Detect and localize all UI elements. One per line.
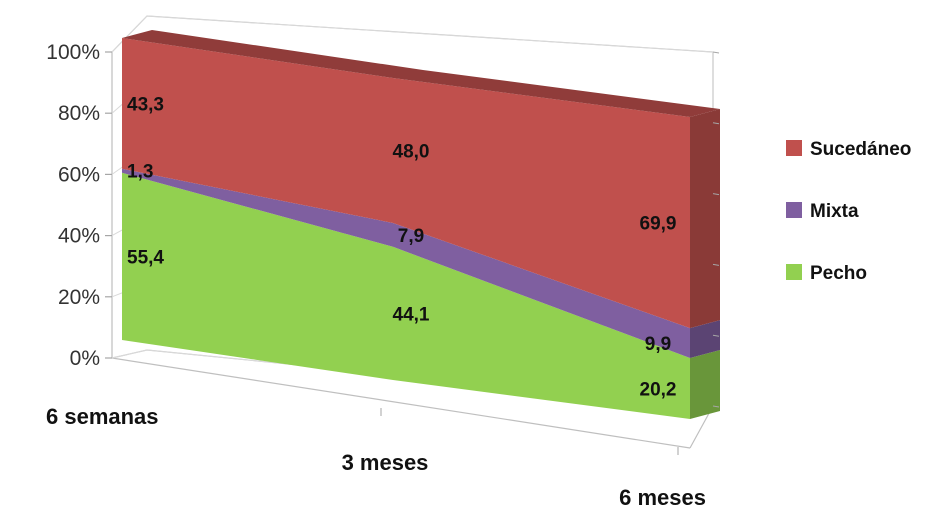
y-tick-label: 20% [58, 286, 100, 309]
data-label: 1,3 [127, 162, 153, 183]
y-tick-label: 60% [58, 163, 100, 186]
area-side-mixta [690, 320, 720, 358]
y-tick-label: 40% [58, 225, 100, 248]
x-category-label: 3 meses [342, 450, 429, 475]
data-label: 20,2 [640, 379, 677, 400]
legend-swatch-sucedáneo [786, 140, 802, 156]
y-tick-label: 100% [46, 41, 100, 64]
x-category-label: 6 meses [619, 485, 706, 510]
area-side-pecho [690, 350, 720, 419]
y-axis-ticks: 0% 20% 40% 60% 80% 100% [46, 41, 720, 455]
area-pecho [122, 172, 690, 419]
y-tick-mark-right [712, 193, 720, 196]
legend: Sucedáneo Mixta Pecho [786, 139, 911, 284]
data-label: 48,0 [393, 141, 430, 162]
data-labels: 55,4 44,1 20,2 1,3 7,9 9,9 43,3 48,0 69,9 [127, 94, 676, 400]
x-axis-labels: 6 semanas 3 meses 6 meses [46, 404, 706, 510]
legend-swatch-pecho [786, 264, 802, 280]
legend-label: Pecho [810, 263, 867, 284]
data-label: 44,1 [393, 304, 430, 325]
data-label: 9,9 [645, 334, 671, 355]
y-tick-mark-right [712, 263, 720, 266]
legend-label: Mixta [810, 201, 859, 222]
y-tick-label: 0% [70, 347, 100, 370]
area-sucedáneo [122, 38, 690, 329]
data-label: 43,3 [127, 94, 164, 115]
floor-front-edge [111, 357, 691, 449]
area-side-sucedáneo [690, 109, 720, 329]
legend-label: Sucedáneo [810, 139, 911, 160]
legend-swatch-mixta [786, 202, 802, 218]
y-tick-mark-right [712, 334, 720, 337]
data-label: 55,4 [127, 247, 164, 268]
data-label: 69,9 [640, 214, 677, 235]
x-category-label: 6 semanas [46, 404, 159, 429]
y-tick-label: 80% [58, 102, 100, 125]
plot-areas [122, 30, 720, 419]
data-label: 7,9 [398, 226, 424, 247]
area-mixta [122, 168, 690, 358]
y-tick-mark-right [712, 122, 720, 125]
y-tick-mark-right [712, 405, 720, 408]
y-tick-mark-right [712, 51, 720, 54]
area-top-face [122, 30, 720, 117]
